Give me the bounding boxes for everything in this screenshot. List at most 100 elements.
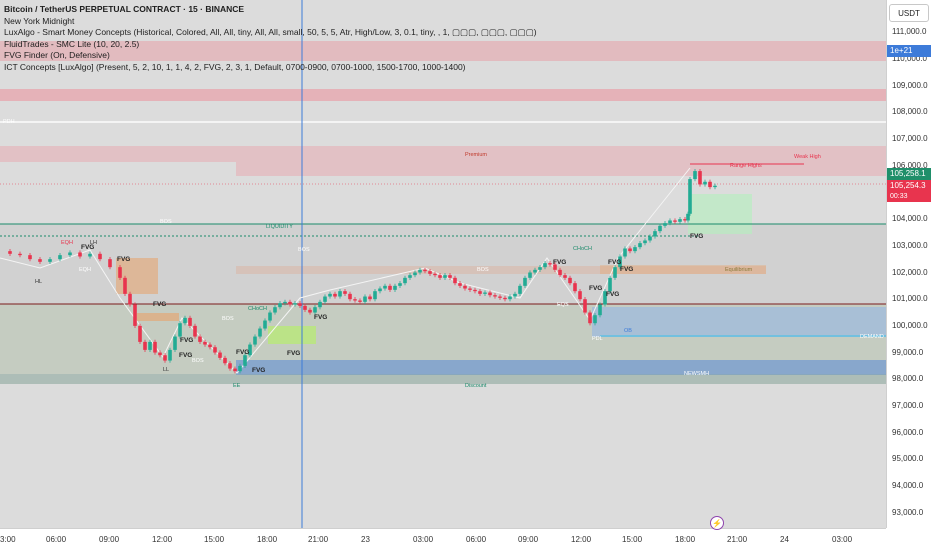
legend-indicator-fluidtrades[interactable]: FluidTrades - SMC Lite (10, 20, 2.5) [4, 38, 140, 49]
eqh-label: EQH [79, 267, 91, 273]
price-tick-label: 108,000.0 [892, 107, 928, 117]
demand-label: DEMAND [860, 334, 884, 340]
candle-body [493, 295, 497, 297]
choch-label: CHoCH [573, 246, 592, 252]
candle-body [543, 263, 547, 268]
candle-body [258, 328, 262, 337]
range-highs-label: Range Highs [730, 163, 762, 169]
candle-body [58, 255, 62, 260]
candle-body [378, 288, 382, 292]
legend-indicator-smc[interactable]: LuxAlgo - Smart Money Concepts (Historic… [4, 27, 537, 37]
candle-body [438, 275, 442, 278]
price-tick-label: 97,000.0 [892, 400, 924, 410]
candle-body [686, 213, 690, 221]
candle-body [293, 303, 297, 305]
eqh-label-lower: EQH [61, 240, 73, 246]
price-tick-label: 102,000.0 [892, 267, 928, 277]
candle-body [608, 277, 612, 292]
candle-body [288, 301, 292, 305]
legend-indicator-ict[interactable]: ICT Concepts [LuxAlgo] (Present, 5, 2, 1… [4, 61, 466, 72]
price-tick-label: 95,000.0 [892, 454, 924, 464]
legend-title[interactable]: Bitcoin / TetherUS PERPETUAL CONTRACT · … [4, 4, 245, 14]
candle-body [448, 275, 452, 278]
legend-indicator-ny-midnight[interactable]: New York Midnight [4, 15, 75, 26]
premium-zone-top [0, 41, 886, 61]
candle-body [203, 341, 207, 345]
candle-body [503, 297, 507, 300]
candle-body [153, 341, 157, 353]
time-axis[interactable]: 3:00 06:00 09:00 12:00 15:00 18:00 21:00 23 03:0… [0, 528, 886, 551]
eqs-label: EQS [557, 302, 569, 308]
candle-body [198, 336, 202, 342]
pdh-line [0, 121, 886, 123]
candle-body [598, 304, 602, 316]
candle-body [453, 277, 457, 284]
candle-body [158, 352, 162, 356]
currency-selector-button[interactable]: USDT [889, 4, 929, 22]
time-tick-label: 12:00 [152, 535, 173, 544]
candle-body [253, 336, 257, 345]
pdl-label: PDL [592, 336, 603, 342]
candle-body [703, 181, 707, 185]
candle-body [663, 223, 667, 226]
candle-body [313, 307, 317, 313]
liquidity-label: LIQUIDITY [266, 224, 293, 230]
time-tick-label: 21:00 [727, 535, 748, 544]
candle-body [88, 253, 92, 257]
candle-body [433, 273, 437, 276]
price-tick-label: 94,000.0 [892, 481, 924, 490]
candle-body [123, 277, 127, 294]
candle-body [708, 181, 712, 188]
candle-body [578, 291, 582, 300]
candle-body [548, 263, 552, 265]
lh-label: LH [90, 240, 98, 246]
time-tick-label: 12:00 [571, 535, 592, 544]
candle-body [583, 299, 587, 313]
candle-body [403, 277, 407, 284]
demand-zone [592, 307, 886, 337]
candle-body [263, 320, 267, 329]
candle-body [633, 247, 637, 252]
fvg-label: FVG [179, 352, 193, 359]
candle-body [318, 301, 322, 308]
price-tick-label: 93,000.0 [892, 507, 924, 517]
price-tick-label: 99,000.0 [892, 347, 924, 357]
candle-body [528, 272, 532, 278]
price-axis[interactable]: 111,000.0 110,000.0 109,000.0 108,000.0 107,… [886, 0, 932, 528]
price-tick-label: 96,000.0 [892, 427, 924, 437]
candle-body [308, 309, 312, 313]
candle-body [603, 291, 607, 305]
candle-body [363, 296, 367, 302]
structure-zigzag [0, 167, 691, 374]
candle-body [143, 341, 147, 350]
candle-body [698, 171, 702, 185]
candle-body [358, 300, 362, 302]
candle-body [343, 291, 347, 294]
candle-body [168, 349, 172, 361]
price-tick-label: 100,000.0 [892, 320, 928, 330]
chart-area[interactable]: Bitcoin / TetherUS PERPETUAL CONTRACT · … [0, 0, 886, 528]
price-tick-label: 106,000.0 [892, 160, 928, 170]
candle-body [228, 363, 232, 369]
candle-body [618, 256, 622, 268]
candle-body [458, 283, 462, 286]
candle-body [163, 355, 167, 361]
price-chart[interactable] [0, 0, 886, 528]
lightning-icon[interactable]: ⚡ [710, 516, 724, 530]
candle-body [418, 269, 422, 273]
fvg-label: FVG [287, 350, 301, 357]
fvg-label: FVG [314, 314, 328, 321]
candle-body [623, 248, 627, 257]
candle-body [423, 269, 427, 272]
candle-body [688, 179, 692, 214]
legend-indicator-fvg-finder[interactable]: FVG Finder (On, Defensive) [4, 50, 110, 60]
fvg-label: FVG [690, 233, 704, 240]
candle-body [238, 365, 242, 372]
candle-body [573, 283, 577, 292]
candle-body [643, 240, 647, 244]
price-tick-label: 104,000.0 [892, 214, 928, 224]
time-tick-label: 23 [361, 535, 370, 544]
candle-body [473, 289, 477, 292]
fvg-label: FVG [620, 266, 634, 273]
candle-body [613, 267, 617, 278]
